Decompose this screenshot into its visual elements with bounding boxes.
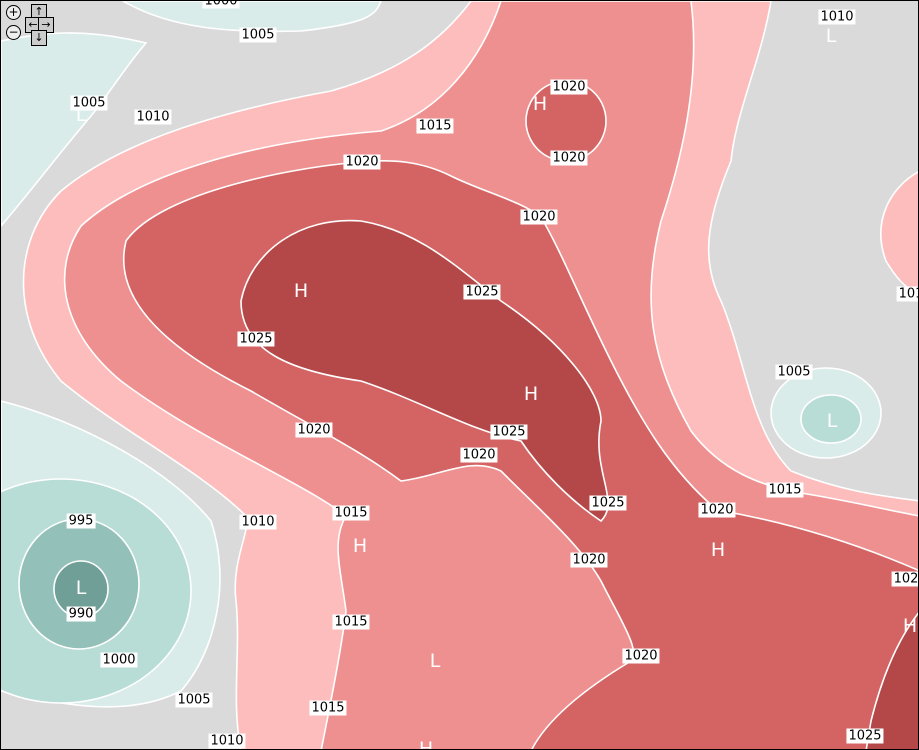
isobar-label: 1015 xyxy=(332,505,370,521)
high-pressure-marker: H xyxy=(710,539,726,561)
isobar-label: 1025 xyxy=(237,331,275,347)
isobar-label: 1025 xyxy=(589,495,627,511)
isobar-label: 1005 xyxy=(70,95,108,111)
isobar-label: 101 xyxy=(896,286,918,302)
isobar-label: 1015 xyxy=(416,118,454,134)
isobar-label: 1025 xyxy=(463,284,501,300)
high-pressure-marker: H xyxy=(523,383,539,405)
zoom-in-button[interactable]: + xyxy=(6,5,21,20)
band-995-1000-east xyxy=(800,394,862,444)
isobar-label: 1015 xyxy=(766,482,804,498)
isobar-label: 1020 xyxy=(520,209,558,225)
isobar-label: 1020 xyxy=(550,150,588,166)
isobar-label: 1020 xyxy=(295,422,333,438)
band-1000-1005-top-strip xyxy=(121,1,382,33)
low-pressure-marker: L xyxy=(75,104,87,126)
band-above-1025 xyxy=(240,219,609,523)
isobar-label: 990 xyxy=(66,606,96,622)
isobar-label: 1010 xyxy=(818,9,856,25)
isobar-label: 1020 xyxy=(343,154,381,170)
band-1010-1015-east xyxy=(880,171,918,294)
isobar-label: 1010 xyxy=(239,514,277,530)
high-pressure-marker: H xyxy=(902,615,918,637)
low-pressure-marker: L xyxy=(825,25,837,47)
isobar-label: 1020 xyxy=(570,552,608,568)
pan-up-button[interactable]: ↑ xyxy=(31,4,47,20)
low-pressure-marker: L xyxy=(75,577,87,599)
band-1000-1005-top xyxy=(1,32,148,228)
isobar-label: 1020 xyxy=(622,648,660,664)
isobar-label: 1020 xyxy=(460,447,498,463)
isobar-label: 1005 xyxy=(175,692,213,708)
low-pressure-marker: L xyxy=(826,410,838,432)
high-pressure-marker: H xyxy=(418,738,434,750)
isobar-label: 995 xyxy=(66,513,96,529)
low-pressure-marker: L xyxy=(429,650,441,672)
isobar-label: 1010 xyxy=(208,733,246,749)
high-pressure-marker: H xyxy=(293,280,309,302)
high-pressure-marker: H xyxy=(532,93,548,115)
isobar-label: 1020 xyxy=(550,79,588,95)
isobar-label: 102 xyxy=(891,571,919,587)
isobar-label: 1015 xyxy=(309,700,347,716)
isobar-label: 1000 xyxy=(202,1,240,9)
isobar-label: 1005 xyxy=(239,27,277,43)
band-above-1025-east xyxy=(865,612,918,749)
isobar-label: 1000 xyxy=(100,652,138,668)
high-pressure-marker: H xyxy=(352,535,368,557)
isobar-label: 1015 xyxy=(332,614,370,630)
isobar-label: 1020 xyxy=(698,502,736,518)
isobar-label: 1005 xyxy=(775,364,813,380)
isobar-label: 1025 xyxy=(490,424,528,440)
pan-down-button[interactable]: ↓ xyxy=(31,30,47,46)
zoom-out-button[interactable]: − xyxy=(6,25,21,40)
isobar-label: 1025 xyxy=(846,728,884,744)
isobar-label: 1010 xyxy=(134,109,172,125)
